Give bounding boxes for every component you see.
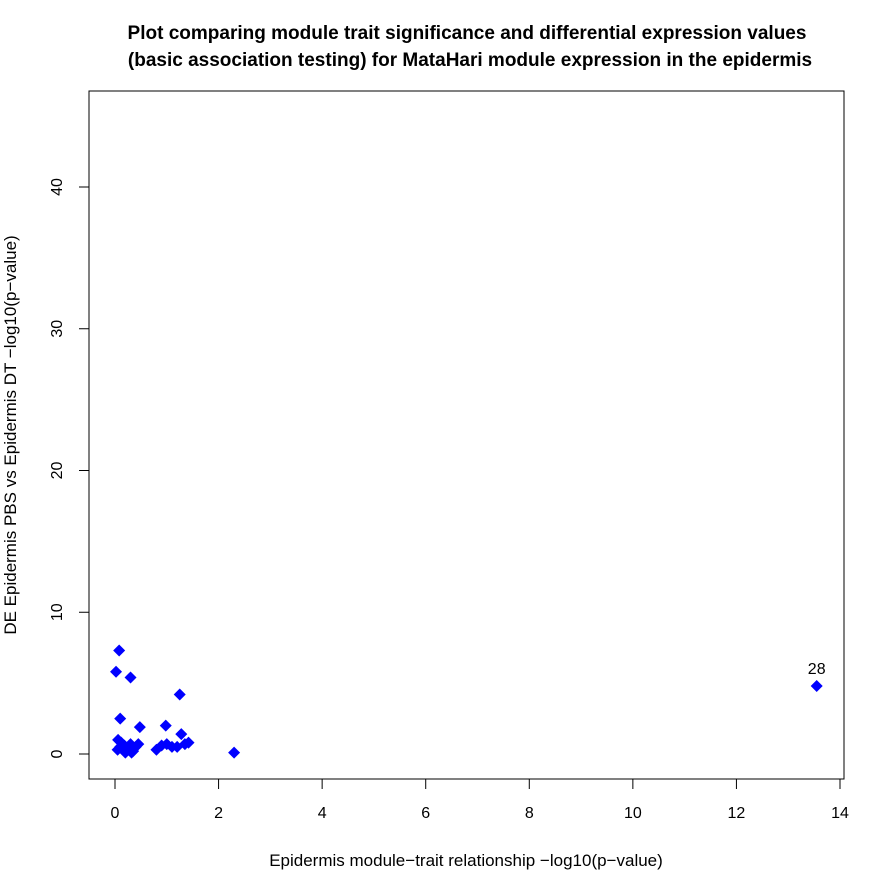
y-tick-label: 30: [49, 320, 66, 338]
chart-title-line-1: Plot comparing module trait significance…: [128, 23, 807, 44]
x-tick-label: 2: [214, 805, 223, 822]
data-point: [133, 721, 146, 734]
x-tick-label: 6: [421, 805, 430, 822]
x-tick-label: 0: [111, 805, 120, 822]
y-axis: 0 10 20 30 40: [49, 178, 90, 758]
data-point: [173, 688, 186, 701]
data-point: [119, 746, 132, 759]
x-axis: 0 2 4 6 8 10 12 14: [111, 778, 849, 822]
data-point: [113, 644, 126, 657]
data-point: [159, 719, 172, 732]
y-axis-label: DE Epidermis PBS vs Epidermis DT −log10(…: [1, 235, 20, 634]
data-point: [114, 712, 127, 725]
y-tick-label: 10: [49, 603, 66, 621]
x-tick-label: 14: [831, 805, 849, 822]
data-point: [132, 738, 145, 751]
x-tick-label: 10: [624, 805, 642, 822]
data-point: [125, 746, 138, 759]
x-tick-label: 8: [525, 805, 534, 822]
y-tick-label: 0: [49, 749, 66, 758]
x-tick-label: 12: [728, 805, 746, 822]
data-point: [175, 728, 188, 741]
x-axis-label: Epidermis module−trait relationship −log…: [269, 851, 663, 870]
data-point: [182, 736, 195, 749]
point-label: 28: [808, 661, 826, 678]
data-points: 28: [110, 644, 826, 759]
data-point: [810, 679, 823, 692]
y-tick-label: 40: [49, 178, 66, 196]
data-point: [110, 665, 123, 678]
y-tick-label: 20: [49, 462, 66, 480]
plot-frame: [88, 90, 845, 780]
chart-title-line-2: (basic association testing) for MataHari…: [128, 50, 812, 71]
data-point: [228, 746, 241, 759]
x-tick-label: 4: [318, 805, 327, 822]
data-point: [124, 671, 137, 684]
